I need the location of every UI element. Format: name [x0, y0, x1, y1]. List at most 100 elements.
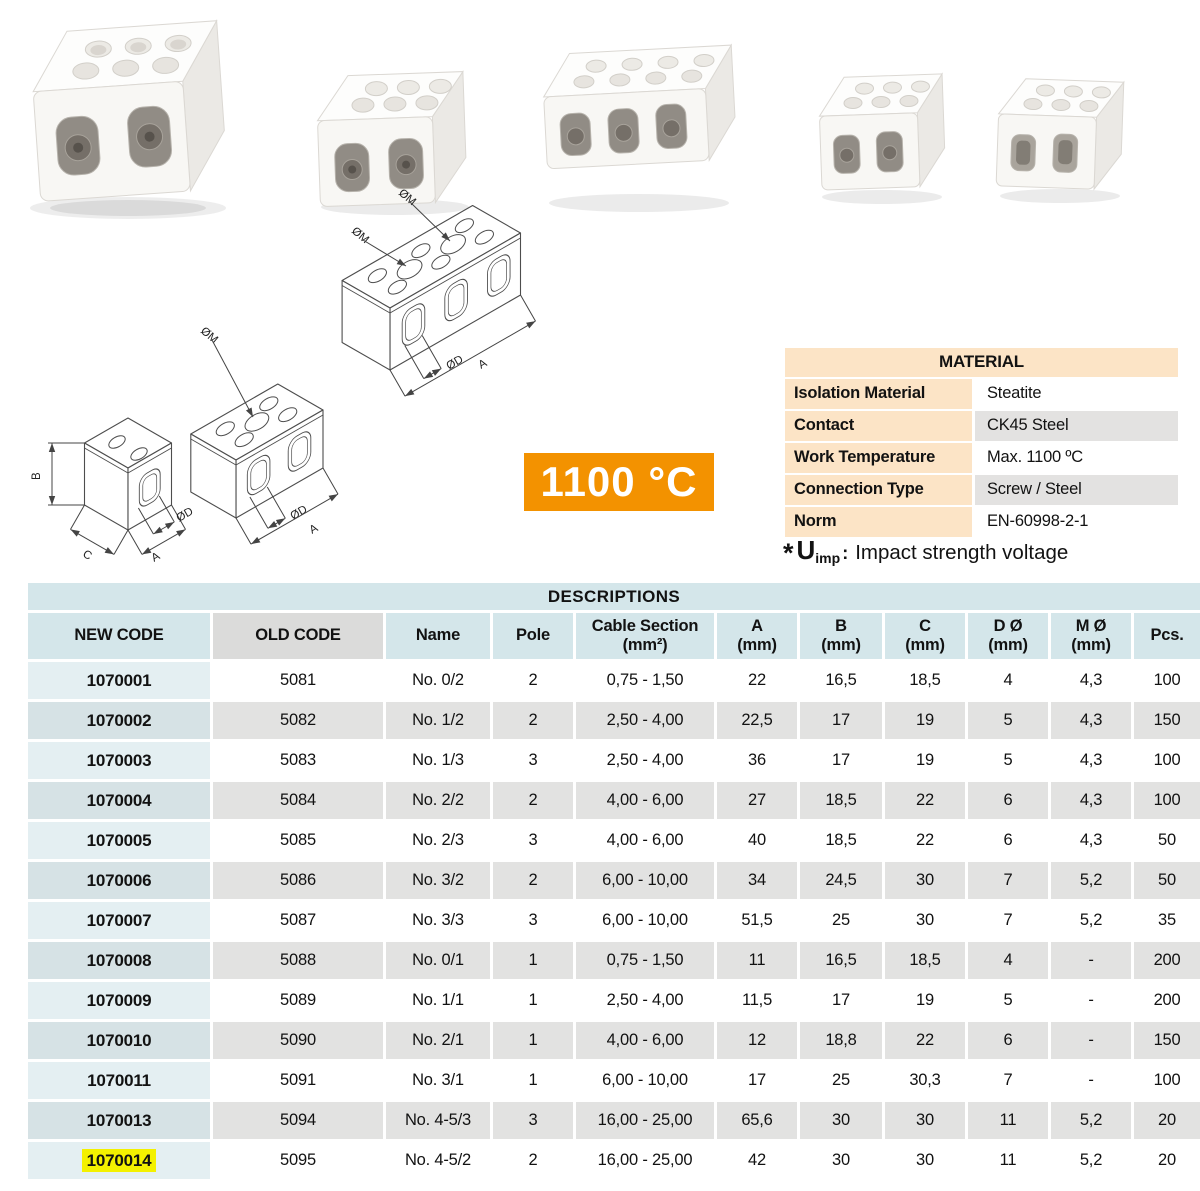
table-row: 1070007 5087 No. 3/3 3 6,00 - 10,00 51,5 25 30 7…: [28, 902, 1200, 939]
new-code-text: 1070010: [86, 1030, 152, 1050]
new-code-cell: 1070001: [28, 662, 210, 699]
table-cell: 0,75 - 1,50: [576, 942, 714, 979]
table-cell: 19: [885, 982, 965, 1019]
arrowhead: [423, 371, 434, 379]
table-row: 1070011 5091 No. 3/1 1 6,00 - 10,00 17 25 30,3 7…: [28, 1062, 1200, 1099]
table-cell: 5095: [213, 1142, 383, 1179]
table-cell: 5: [968, 742, 1048, 779]
product-photo-medium-2pole: [316, 70, 469, 215]
new-code-cell: 1070003: [28, 742, 210, 779]
new-code-cell: 1070008: [28, 942, 210, 979]
wire-openings: [401, 254, 511, 346]
table-row: 1070001 5081 No. 0/2 2 0,75 - 1,50 22 16,5 18,5…: [28, 662, 1200, 699]
table-cell: 20: [1134, 1142, 1200, 1179]
column-header: Cable Section (mm²): [576, 613, 714, 659]
table-cell: 5085: [213, 822, 383, 859]
material-row: Norm EN-60998-2-1: [785, 507, 1178, 537]
new-code-text: 1070007: [86, 910, 152, 930]
table-cell: 36: [717, 742, 797, 779]
table-cell: No. 2/3: [386, 822, 490, 859]
desc-header-row: NEW CODE OLD CODE Name Pole Cable Section (mm…: [28, 613, 1200, 659]
technical-drawing-1pole: B C A ØD: [31, 417, 195, 565]
table-cell: 5: [968, 702, 1048, 739]
table-cell: 4: [968, 662, 1048, 699]
table-row: 1070002 5082 No. 1/2 2 2,50 - 4,00 22,5 17 19 5 4…: [28, 702, 1200, 739]
table-cell: 6,00 - 10,00: [576, 862, 714, 899]
table-cell: No. 2/1: [386, 1022, 490, 1059]
arrowhead: [176, 529, 186, 537]
table-cell: 4,3: [1051, 662, 1131, 699]
table-cell: -: [1051, 942, 1131, 979]
material-value: Screw / Steel: [975, 475, 1178, 505]
table-cell: 12: [717, 1022, 797, 1059]
table-cell: 7: [968, 1062, 1048, 1099]
table-cell: 42: [717, 1142, 797, 1179]
top-holes: [108, 435, 148, 461]
table-cell: 2,50 - 4,00: [576, 982, 714, 1019]
arrowhead: [251, 536, 261, 545]
table-cell: -: [1051, 1022, 1131, 1059]
column-header: Name: [386, 613, 490, 659]
table-cell: 30: [800, 1102, 882, 1139]
table-cell: 4,3: [1051, 742, 1131, 779]
table-cell: 5083: [213, 742, 383, 779]
material-value: CK45 Steel: [975, 411, 1178, 441]
footnote-text: Impact strength voltage: [855, 541, 1069, 564]
table-title: DESCRIPTIONS: [28, 583, 1200, 610]
table-row: 1070004 5084 No. 2/2 2 4,00 - 6,00 27 18,5 22 6 4…: [28, 782, 1200, 819]
wire-openings: [138, 468, 161, 507]
material-value: EN-60998-2-1: [975, 507, 1178, 537]
arrowhead: [245, 407, 253, 417]
table-cell: 2: [493, 662, 573, 699]
arrowhead: [405, 388, 415, 397]
new-code-text: 1070011: [87, 1070, 151, 1090]
new-code-text: 1070003: [86, 750, 152, 770]
table-cell: 34: [717, 862, 797, 899]
table-row: 1070010 5090 No. 2/1 1 4,00 - 6,00 12 18,8 22 6-…: [28, 1022, 1200, 1059]
new-code-cell: 1070013: [28, 1102, 210, 1139]
table-cell: 4: [968, 942, 1048, 979]
table-cell: 200: [1134, 982, 1200, 1019]
table-cell: 3: [493, 742, 573, 779]
table-cell: 4,3: [1051, 822, 1131, 859]
table-cell: 30: [885, 862, 965, 899]
material-label: Contact: [785, 411, 972, 441]
table-cell: 22: [885, 1022, 965, 1059]
material-row: Isolation Material Steatite: [785, 379, 1178, 409]
table-cell: -: [1051, 982, 1131, 1019]
table-cell: 22,5: [717, 702, 797, 739]
table-cell: 6: [968, 1022, 1048, 1059]
table-cell: 40: [717, 822, 797, 859]
table-cell: 4,00 - 6,00: [576, 1022, 714, 1059]
new-code-cell: 1070002: [28, 702, 210, 739]
new-code-cell: 1070007: [28, 902, 210, 939]
table-cell: No. 3/2: [386, 862, 490, 899]
table-cell: 2,50 - 4,00: [576, 702, 714, 739]
table-cell: 18,5: [800, 782, 882, 819]
material-value: Steatite: [975, 379, 1178, 409]
arrowhead: [526, 321, 536, 329]
table-cell: 16,5: [800, 662, 882, 699]
table-cell: 6: [968, 822, 1048, 859]
table-cell: 5091: [213, 1062, 383, 1099]
table-row: 1070008 5088 No. 0/1 1 0,75 - 1,50 11 16,5 18,5…: [28, 942, 1200, 979]
table-cell: 6,00 - 10,00: [576, 1062, 714, 1099]
new-code-cell: 1070009: [28, 982, 210, 1019]
table-cell: 5084: [213, 782, 383, 819]
technical-drawing-2pole: ØM ØD A: [190, 325, 339, 545]
table-cell: 5086: [213, 862, 383, 899]
table-cell: 19: [885, 702, 965, 739]
table-cell: 100: [1134, 1062, 1200, 1099]
temperature-badge: 1100 °C: [524, 453, 714, 511]
table-cell: 30: [885, 1102, 965, 1139]
column-header: OLD CODE: [213, 613, 383, 659]
table-row: 1070006 5086 No. 3/2 2 6,00 - 10,00 34 24,5 30 7…: [28, 862, 1200, 899]
column-header: Pole: [493, 613, 573, 659]
arrowhead: [275, 518, 286, 526]
table-cell: 16,00 - 25,00: [576, 1102, 714, 1139]
product-photo-small-2pole-b: [995, 78, 1125, 203]
dim-label-a: A: [150, 550, 163, 564]
table-cell: 4,00 - 6,00: [576, 822, 714, 859]
dim-label-m: ØM: [396, 187, 418, 208]
